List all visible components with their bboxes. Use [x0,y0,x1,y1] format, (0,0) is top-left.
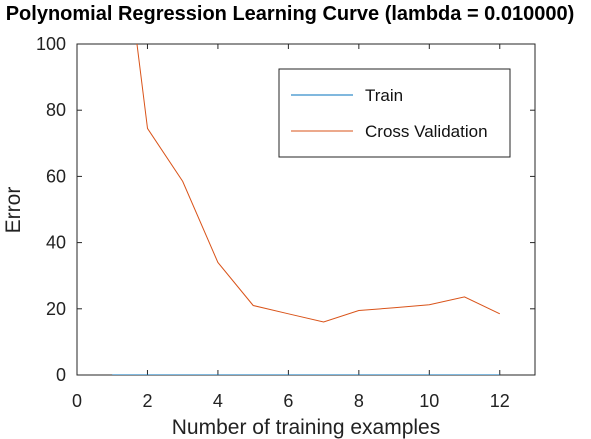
y-tick-label: 0 [56,365,66,385]
legend-box [278,68,511,158]
series-layer [112,44,501,375]
y-tick-label: 80 [46,100,66,120]
series-line-cross-validation [136,44,501,323]
y-tick-label: 60 [46,166,66,186]
x-tick-label: 12 [490,391,510,411]
axis-ticks: 0 2 4 6 8 10 12 0 20 40 60 80 100 [36,34,535,411]
legend-label: Cross Validation [365,122,488,141]
x-tick-label: 8 [354,391,364,411]
x-tick-label: 10 [419,391,439,411]
x-axis-label: Number of training examples [172,416,440,439]
x-tick-label: 6 [283,391,293,411]
y-tick-label: 40 [46,233,66,253]
x-tick-label: 2 [142,391,152,411]
x-tick-label: 4 [213,391,223,411]
y-axis-label: Error [2,187,25,234]
x-tick-label: 0 [72,391,82,411]
legend-label: Train [365,86,403,105]
y-tick-label: 100 [36,34,66,54]
chart-title: Polynomial Regression Learning Curve (la… [6,3,575,25]
legend: Train Cross Validation [278,68,511,158]
y-tick-label: 20 [46,299,66,319]
